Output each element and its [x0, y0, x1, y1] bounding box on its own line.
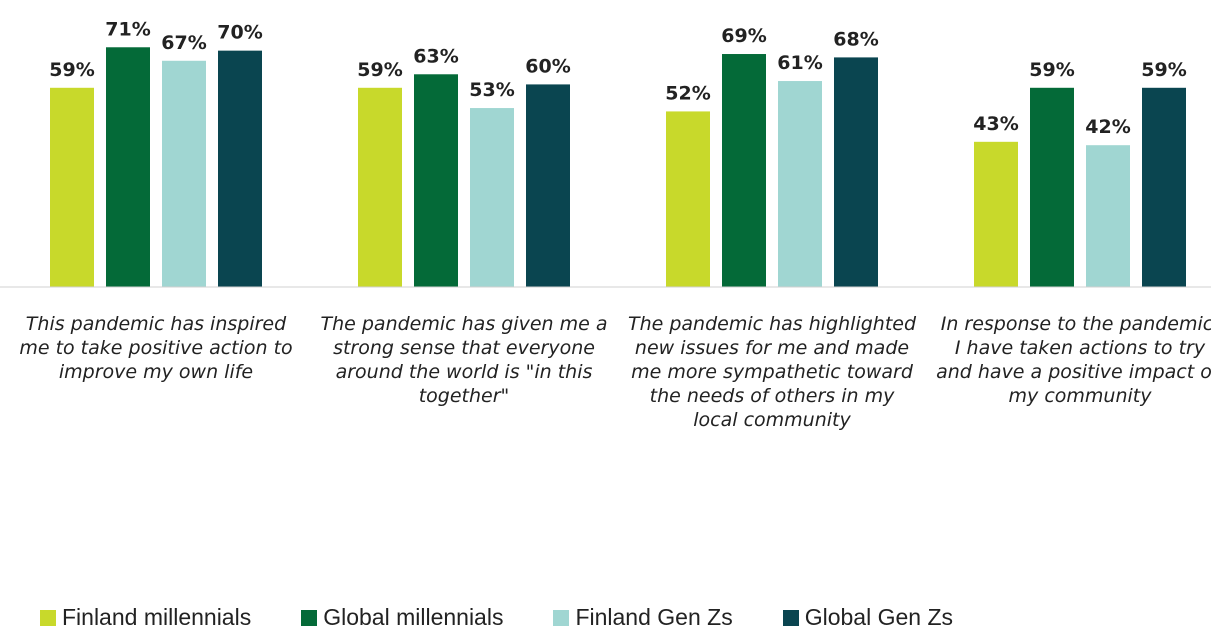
bar: [974, 141, 1018, 287]
bar: [1142, 87, 1186, 287]
bar: [722, 54, 766, 287]
data-label: 42%: [1085, 116, 1130, 138]
x-tick-label: The pandemic has given me a strong sense…: [320, 313, 608, 407]
data-label: 69%: [721, 25, 766, 47]
data-label: 61%: [777, 52, 822, 74]
data-label: 59%: [1141, 59, 1186, 81]
data-label: 63%: [413, 45, 458, 67]
bar: [526, 84, 570, 287]
data-label: 59%: [1029, 59, 1074, 81]
legend-item: Finland millennials: [40, 604, 251, 631]
legend-swatch: [553, 609, 570, 626]
legend-label: Global millennials: [323, 604, 504, 630]
bar: [218, 50, 262, 287]
data-label: 53%: [469, 79, 514, 101]
legend-swatch: [40, 609, 56, 626]
legend-item: Global Gen Zs: [782, 604, 953, 631]
bar: [1086, 145, 1130, 287]
bar: [1030, 87, 1074, 287]
bar: [106, 47, 150, 288]
data-label: 67%: [161, 32, 206, 54]
data-label: 59%: [49, 59, 94, 81]
data-label: 59%: [357, 59, 402, 81]
data-label: 70%: [217, 22, 262, 44]
bar: [414, 74, 458, 288]
data-label: 68%: [833, 28, 878, 50]
x-tick-label: In response to the pandemic, I have take…: [936, 313, 1211, 407]
bar: [358, 87, 402, 287]
data-label: 43%: [973, 113, 1018, 135]
x-tick-label: The pandemic has highlighted new issues …: [627, 313, 917, 431]
bar: [50, 87, 94, 287]
legend-label: Finland Gen Zs: [575, 604, 733, 630]
data-label: 71%: [105, 18, 150, 40]
x-tick-label: This pandemic has inspired me to take po…: [19, 313, 293, 383]
bar: [778, 81, 822, 287]
legend-swatch: [301, 609, 318, 626]
bar: [162, 60, 206, 287]
bar: [834, 57, 878, 288]
data-label: 52%: [665, 82, 710, 104]
legend: Finland millennials Global millennials Fin…: [40, 604, 1003, 631]
legend-label: Finland millennials: [62, 604, 252, 630]
legend-swatch: [782, 609, 799, 626]
bar: [666, 111, 710, 288]
bar: [470, 108, 514, 287]
legend-item: Finland Gen Zs: [553, 604, 733, 631]
data-label: 60%: [525, 55, 570, 77]
legend-item: Global millennials: [301, 604, 503, 631]
legend-label: Global Gen Zs: [804, 604, 953, 630]
